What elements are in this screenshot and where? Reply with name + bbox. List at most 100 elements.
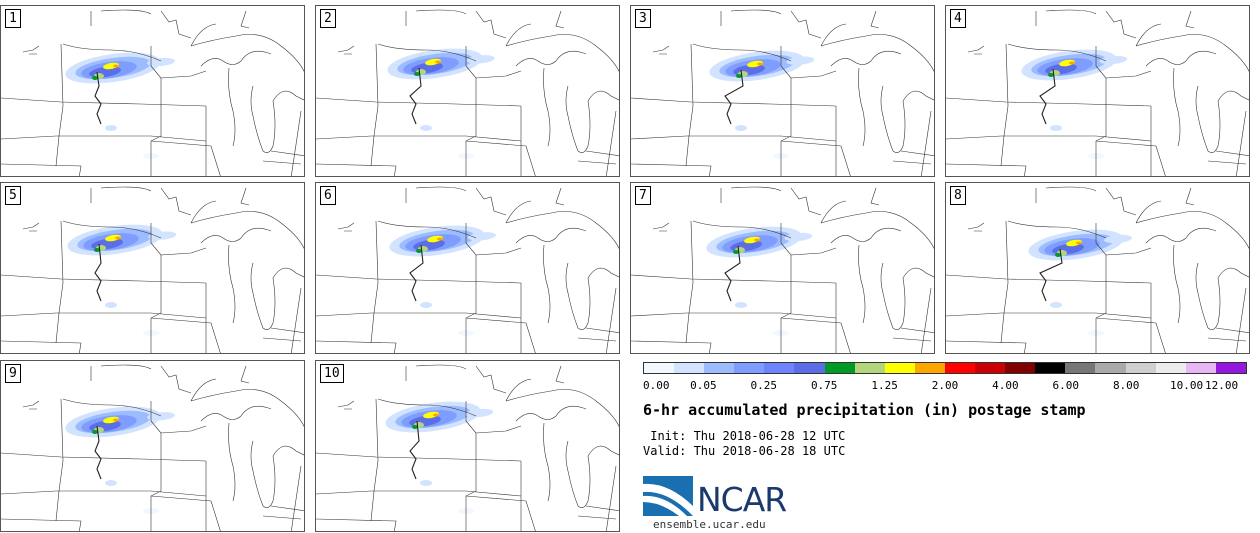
map-boundary: [270, 327, 304, 334]
map-boundary: [790, 10, 822, 39]
map-boundary: [475, 365, 507, 394]
map-boundary: [900, 327, 934, 334]
map-boundary: [316, 312, 522, 319]
map-boundary: [22, 222, 40, 232]
precip-area: [94, 248, 100, 252]
map-boundary: [475, 70, 522, 79]
map-boundary: [577, 515, 617, 520]
map-boundary: [515, 405, 587, 422]
map-boundary: [858, 244, 866, 324]
map-boundary: [62, 398, 162, 417]
postage-stamp-panel: 4: [945, 5, 1250, 177]
map-boundary: [1007, 220, 1107, 239]
precip-area: [1076, 241, 1082, 245]
map-boundary: [946, 135, 1152, 142]
colorbar-segment: [1185, 363, 1216, 373]
map-boundary: [150, 495, 221, 531]
map-boundary: [685, 220, 694, 344]
map-boundary: [316, 340, 397, 353]
map-boundary: [1045, 186, 1097, 192]
precip-area: [1050, 302, 1062, 308]
precip-area: [420, 480, 432, 486]
colorbar-tick-label: 8.00: [1112, 379, 1140, 392]
map-boundary: [228, 244, 236, 324]
logo-name: NCAR: [697, 480, 787, 519]
precip-area: [412, 425, 418, 429]
panel-map: [316, 9, 619, 176]
colorbar-tick-label: 0.05: [690, 379, 717, 392]
map-boundary: [1135, 211, 1249, 249]
map-boundary: [1, 274, 207, 284]
precip-area: [113, 418, 119, 422]
map-boundary: [150, 317, 221, 353]
precip-area: [115, 236, 121, 240]
map-boundary: [820, 211, 934, 249]
map-boundary: [1135, 23, 1162, 47]
map-boundary: [228, 422, 236, 502]
map-boundary: [692, 43, 792, 62]
river-line: [409, 67, 422, 125]
precip-area: [147, 57, 175, 67]
map-boundary: [880, 262, 906, 330]
map-boundary: [190, 389, 304, 427]
map-boundary: [780, 317, 851, 353]
precip-area: [1059, 59, 1075, 67]
precip-area: [736, 74, 742, 78]
precip-area: [92, 430, 98, 434]
map-boundary: [290, 287, 302, 353]
colorbar-tick-label: 0.75: [810, 379, 838, 392]
precip-area: [754, 238, 760, 242]
map-boundary: [150, 140, 221, 176]
precip-area: [414, 72, 420, 76]
map-boundary: [250, 440, 276, 508]
map-boundary: [515, 50, 587, 67]
map-boundary: [1207, 337, 1247, 342]
map-boundary: [150, 223, 162, 353]
map-boundary: [790, 187, 822, 216]
precip-area: [425, 58, 441, 66]
colorbar-tick-label: 1.25: [871, 379, 898, 392]
river-line: [94, 425, 102, 480]
map-boundary: [830, 227, 902, 244]
postage-stamp-panel: 9: [0, 360, 305, 532]
colorbar-segment: [975, 363, 1006, 373]
member-label: 3: [635, 9, 651, 28]
map-boundary: [160, 187, 192, 216]
map-boundary: [1000, 220, 1009, 344]
colorbar-segment: [1125, 363, 1156, 373]
map-boundary: [543, 244, 551, 324]
panel-map: [1, 186, 304, 353]
colorbar-segment: [944, 363, 976, 373]
river-line: [94, 71, 102, 125]
ncar-logo-icon: [643, 476, 693, 516]
map-boundary: [692, 220, 792, 239]
map-boundary: [316, 135, 522, 142]
precip-area: [435, 60, 441, 64]
map-boundary: [870, 187, 880, 206]
precip-area: [113, 64, 119, 68]
map-boundary: [1173, 244, 1181, 324]
map-boundary: [515, 227, 587, 244]
map-boundary: [1, 490, 207, 497]
map-boundary: [262, 337, 302, 342]
precip-area: [1066, 239, 1082, 247]
precip-area: [468, 232, 496, 241]
map-boundary: [1, 135, 207, 142]
map-boundary: [190, 23, 217, 47]
panel-map: [631, 186, 934, 353]
member-label: 7: [635, 186, 651, 205]
map-boundary: [55, 220, 64, 344]
precip-area: [105, 125, 117, 131]
map-boundary: [377, 220, 477, 239]
map-boundary: [250, 262, 276, 330]
map-boundary: [370, 43, 379, 167]
map-boundary: [465, 495, 536, 531]
precip-area: [105, 302, 117, 308]
map-boundary: [946, 274, 1152, 284]
map-boundary: [22, 400, 40, 410]
colorbar-tick-label: 10.00: [1170, 379, 1204, 392]
precip-area: [427, 235, 443, 243]
map-boundary: [465, 223, 477, 353]
colorbar-segment: [854, 363, 885, 373]
member-label: 1: [5, 9, 21, 28]
